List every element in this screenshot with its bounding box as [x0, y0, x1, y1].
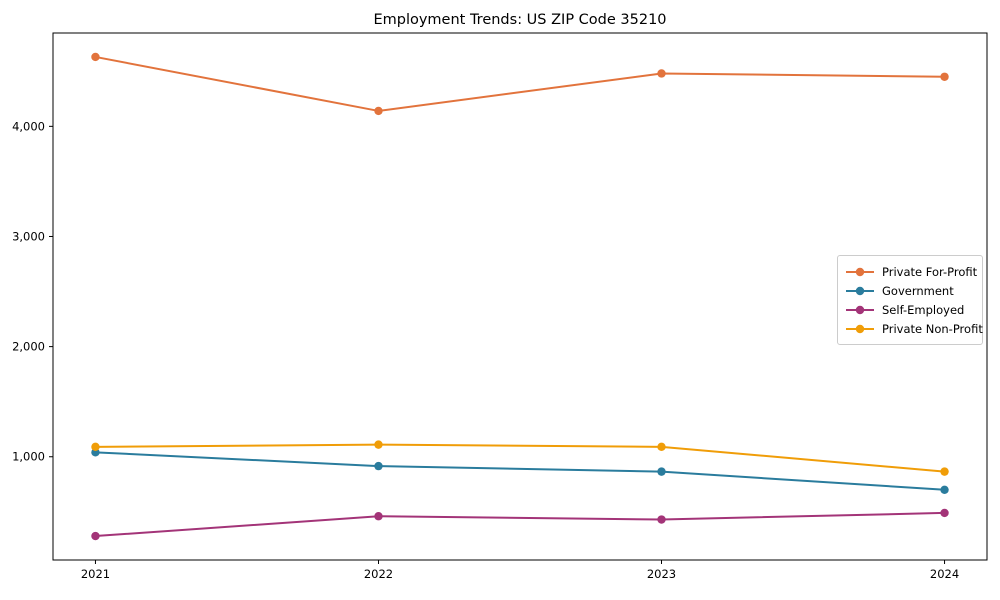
x-tick-label: 2021 — [81, 567, 110, 581]
legend-item: Government — [845, 281, 974, 300]
x-tick-label: 2023 — [647, 567, 676, 581]
data-point — [940, 467, 949, 476]
legend-marker-icon — [846, 286, 874, 295]
data-point — [940, 508, 949, 518]
legend: Private For-Profit Government Self-Employe… — [837, 255, 983, 345]
data-point — [374, 440, 383, 449]
chart-title: Employment Trends: US ZIP Code 35210 — [373, 12, 667, 28]
data-point — [657, 467, 666, 476]
series-line-government — [94, 451, 946, 491]
data-point — [91, 52, 100, 62]
data-point — [940, 72, 949, 81]
legend-label: Self-Employed — [882, 302, 965, 317]
y-tick-label: 2,000 — [12, 340, 45, 354]
data-point — [91, 442, 100, 452]
legend-item: Private For-Profit — [845, 262, 978, 281]
plot-frame — [52, 32, 988, 561]
data-point — [940, 485, 949, 494]
data-point — [374, 461, 383, 471]
y-tick-label: 1,000 — [12, 450, 45, 464]
legend-label: Government — [882, 283, 954, 298]
x-tick-label: 2024 — [930, 567, 959, 581]
legend-item: Self-Employed — [845, 300, 974, 319]
series-line-self-employed — [94, 511, 946, 538]
data-point — [657, 69, 666, 78]
data-point — [657, 515, 666, 524]
y-tick-label: 3,000 — [12, 229, 45, 243]
legend-marker-icon — [846, 305, 874, 314]
data-point — [374, 106, 383, 116]
data-point — [91, 531, 100, 541]
legend-label: Private For-Profit — [882, 264, 978, 279]
legend-marker-icon — [846, 267, 874, 276]
legend-label: Private Non-Profit — [882, 321, 983, 336]
legend-marker-icon — [846, 324, 874, 333]
series-line-private-for-profit — [94, 55, 946, 112]
data-point — [657, 442, 666, 452]
data-point — [374, 512, 383, 521]
series-line-private-non-profit — [94, 443, 946, 473]
y-tick-label: 4,000 — [12, 119, 45, 133]
legend-item: Private Non-Profit — [845, 319, 983, 338]
x-tick-label: 2022 — [364, 567, 393, 581]
